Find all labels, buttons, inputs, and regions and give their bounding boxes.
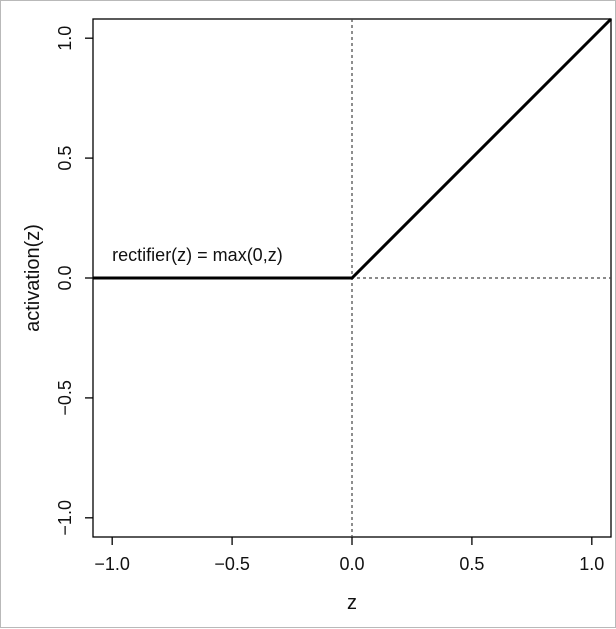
y-tick-label-4: 1.0 bbox=[55, 26, 75, 51]
x-tick-label-3: 0.5 bbox=[459, 554, 484, 574]
x-axis-label: z bbox=[347, 592, 357, 614]
rectifier-annotation: rectifier(z) = max(0,z) bbox=[112, 245, 283, 265]
y-tick-label-2: 0.0 bbox=[55, 265, 75, 290]
y-tick-label-0: −1.0 bbox=[55, 500, 75, 536]
x-tick-label-1: −0.5 bbox=[214, 554, 250, 574]
series-line-0 bbox=[93, 17, 613, 280]
x-tick-label-4: 1.0 bbox=[579, 554, 604, 574]
y-tick-label-3: 0.5 bbox=[55, 146, 75, 171]
x-tick-label-0: −1.0 bbox=[94, 554, 130, 574]
y-tick-label-1: −0.5 bbox=[55, 380, 75, 416]
y-axis-label: activation(z) bbox=[22, 224, 44, 332]
x-axis: −1.0 −0.5 0.0 0.5 1.0 bbox=[94, 537, 604, 574]
series-layer bbox=[93, 17, 613, 280]
y-axis: −1.0 −0.5 0.0 0.5 1.0 bbox=[55, 26, 93, 536]
x-tick-label-2: 0.0 bbox=[339, 554, 364, 574]
